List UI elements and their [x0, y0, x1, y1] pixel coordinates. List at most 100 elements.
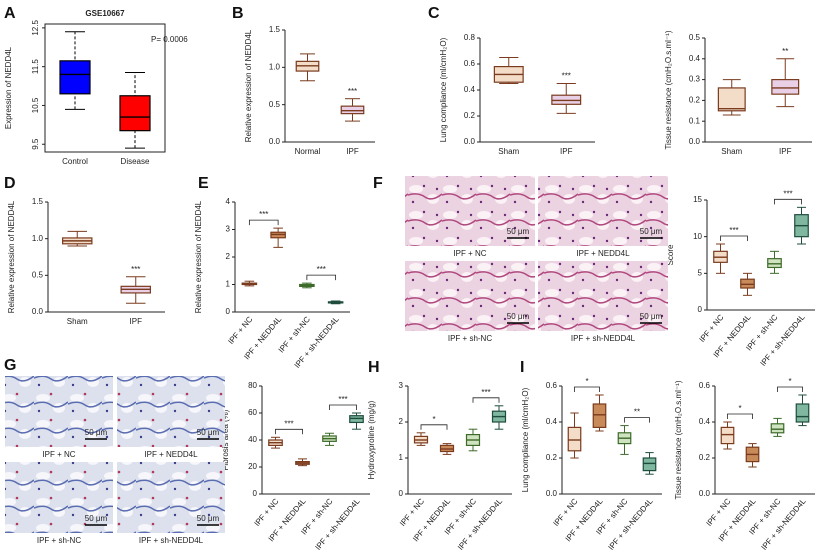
scale-label: 50 μm: [197, 428, 220, 437]
y-tick-label: 2: [399, 417, 404, 426]
y-tick-label: 0.5: [269, 100, 281, 109]
micrograph-label: IPF + sh-NC: [37, 536, 81, 545]
y-axis-label: Hydroxyproline (mg/g): [367, 400, 376, 479]
micrograph-panel: G 50 μm IPF + NC 50 μm IPF + NEDD4L 50 μm IPF …: [4, 357, 225, 545]
y-tick-label: 10: [693, 232, 702, 241]
micrograph-label: IPF + NEDD4L: [576, 249, 630, 258]
significance-label: ***: [481, 388, 490, 397]
micrograph: [405, 176, 535, 246]
box: [567, 426, 582, 452]
y-tick-label: 1.0: [269, 62, 281, 71]
box: [592, 403, 607, 428]
significance-label: ***: [338, 395, 347, 404]
micrograph-label: IPF + sh-NEDD4L: [139, 536, 204, 545]
p-value: P= 0.0006: [151, 35, 188, 44]
y-tick-label: 0.6: [464, 59, 476, 68]
y-tick-label: 0.0: [269, 137, 281, 146]
y-axis-label: Relative expression of NEDD4L: [7, 200, 16, 313]
micrograph-label: IPF + sh-NC: [448, 334, 492, 343]
y-tick-label: 0: [253, 489, 258, 498]
significance-bracket: [420, 424, 448, 430]
scale-label: 50 μm: [640, 312, 663, 321]
y-tick-label: 0.4: [464, 85, 476, 94]
significance-label: **: [782, 47, 788, 56]
y-tick-label: 0.0: [689, 137, 701, 146]
panel-letter: B: [232, 5, 244, 22]
panel-letter: D: [4, 175, 16, 192]
y-tick-label: 1: [399, 453, 404, 462]
x-tick-label: Control: [62, 157, 88, 166]
y-axis-label: Tissue resistance (cmH₂O.s.ml⁻¹): [674, 380, 683, 499]
y-tick-label: 4: [226, 197, 231, 206]
box-chart: A GSE10667 P= 0.0006 Expression of NEDD4L 9.…: [4, 5, 188, 166]
y-tick-label: 9.5: [31, 138, 40, 150]
x-tick-label: IPF: [346, 147, 359, 156]
significance-label: *: [788, 377, 791, 386]
box-chart: C Lung compliance (ml/cmH₂O) 0.0 0.2 0.4 0.6 0…: [428, 5, 595, 156]
y-tick-label: 1.5: [269, 25, 281, 34]
micrograph-panel: F 50 μm IPF + NC 50 μm IPF + NEDD4L 50 μm IPF …: [373, 175, 668, 343]
box: [717, 87, 746, 112]
y-axis-label: Fibrosis area (%): [221, 409, 230, 470]
panel-letter: E: [198, 175, 209, 192]
box: [771, 78, 800, 95]
y-axis-label: Score: [666, 244, 675, 265]
y-axis-label: Lung compliance (ml/cmH₂O): [439, 37, 448, 142]
significance-bracket: [574, 386, 600, 392]
x-tick-label: IPF + NC: [697, 313, 725, 344]
significance-label: ***: [562, 72, 571, 81]
significance-label: *: [738, 404, 741, 413]
y-tick-label: 0.0: [546, 489, 558, 498]
y-tick-label: 1.0: [32, 234, 44, 243]
y-tick-label: 1.5: [32, 197, 44, 206]
significance-label: ***: [284, 419, 293, 428]
scale-label: 50 μm: [507, 312, 530, 321]
significance-label: ***: [783, 189, 792, 198]
micrograph-label: IPF + NEDD4L: [144, 450, 198, 459]
y-tick-label: 0.8: [464, 33, 476, 42]
box: [59, 60, 91, 95]
micrograph: [5, 376, 113, 447]
y-tick-label: 0: [399, 489, 404, 498]
y-tick-label: 40: [248, 435, 257, 444]
y-tick-label: 0.0: [699, 489, 711, 498]
y-axis-label: Tissue resistance (cmH₂O.s.ml⁻¹): [664, 30, 673, 149]
scale-label: 50 μm: [85, 514, 108, 523]
x-tick-label: Normal: [295, 147, 321, 156]
y-tick-label: 0.4: [689, 54, 701, 63]
significance-bracket: [774, 198, 802, 205]
y-tick-label: 0.2: [546, 453, 558, 462]
box-chart: I Lung compliance (ml/cmH₂O) 0.0 0.2 0.4 0.6 I…: [520, 359, 662, 552]
significance-bracket: [472, 397, 500, 403]
micrograph: [5, 462, 113, 533]
y-axis-label: Lung compliance (ml/cmH₂O): [521, 387, 530, 492]
y-tick-label: 60: [248, 408, 257, 417]
significance-bracket: [275, 428, 303, 435]
micrograph: [117, 376, 225, 447]
y-tick-label: 0.2: [464, 111, 476, 120]
scale-label: 50 μm: [507, 227, 530, 236]
significance-label: ***: [131, 265, 140, 274]
panel-letter: H: [368, 359, 380, 376]
panel-letter: F: [373, 175, 383, 192]
y-tick-label: 15: [693, 195, 702, 204]
y-tick-label: 20: [248, 462, 257, 471]
x-tick-label: IPF + sh-NEDD4L: [759, 496, 808, 551]
panel-letter: I: [520, 359, 524, 376]
box: [770, 423, 785, 434]
x-tick-label: IPF + NC: [226, 315, 254, 346]
significance-label: ***: [259, 210, 268, 219]
box-chart: Tissue resistance (cmH₂O.s.ml⁻¹) 0.0 0.2 0.…: [674, 377, 815, 552]
x-tick-label: IPF: [779, 147, 792, 156]
y-tick-label: 10.5: [31, 97, 40, 113]
x-tick-label: Sham: [498, 147, 519, 156]
significance-label: **: [634, 408, 640, 417]
scale-label: 50 μm: [85, 428, 108, 437]
y-tick-label: 1: [226, 280, 231, 289]
panel-letter: A: [4, 5, 16, 22]
micrograph: [117, 462, 225, 533]
